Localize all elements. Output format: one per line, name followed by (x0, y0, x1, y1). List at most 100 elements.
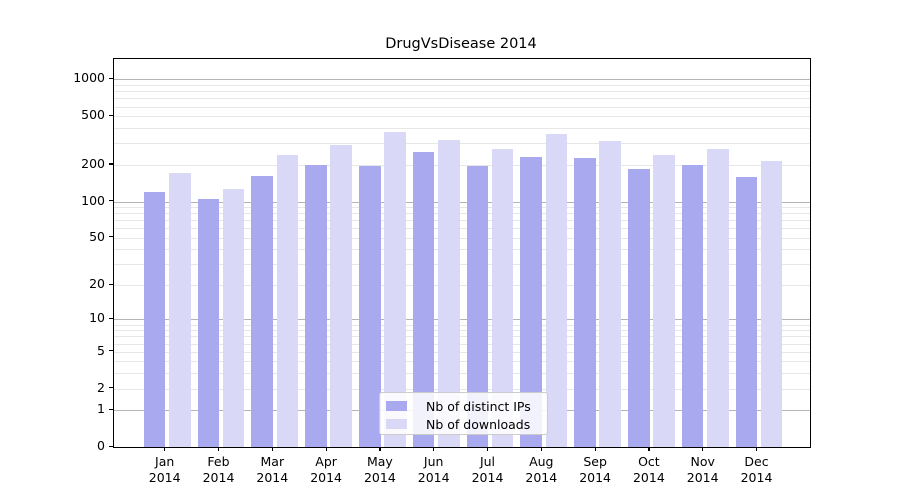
x-tick-mark-apr (325, 447, 327, 451)
major-gridline-10 (114, 319, 810, 321)
y-tick-label-5: 5 (97, 342, 105, 358)
bar-dec-distinct-ips (735, 176, 758, 447)
bar-mar-distinct-ips (251, 175, 273, 447)
minor-gridline-600 (114, 106, 810, 108)
minor-gridline-20 (114, 285, 810, 286)
x-tick-mark-jul (487, 447, 489, 451)
minor-gridline-5 (114, 351, 810, 353)
minor-gridline-9 (114, 324, 810, 326)
minor-gridline-8 (114, 330, 810, 332)
x-tick-mark-aug (540, 447, 542, 451)
minor-gridline-40 (114, 249, 810, 251)
minor-gridline-400 (114, 128, 810, 130)
bar-jul-downloads (491, 149, 514, 447)
minor-gridline-4 (114, 361, 810, 363)
y-tick-label-1000: 1000 (73, 70, 105, 86)
minor-gridline-900 (114, 85, 810, 86)
bar-jun-distinct-ips (412, 151, 435, 447)
minor-gridline-3 (114, 373, 810, 375)
minor-gridline-2 (114, 388, 810, 390)
chart-title: DrugVsDisease 2014 (385, 36, 537, 52)
legend-row-distinct-ips: Nb of distinct IPs (380, 398, 547, 414)
x-tick-mark-nov (702, 447, 704, 451)
bar-nov-downloads (707, 149, 729, 447)
y-tick-mark-100 (109, 200, 113, 202)
bars-layer (114, 59, 810, 447)
y-tick-label-500: 500 (81, 107, 105, 123)
minor-gridline-200 (114, 164, 810, 166)
bar-apr-distinct-ips (305, 164, 327, 447)
x-tick-mark-oct (648, 447, 650, 451)
bar-aug-downloads (545, 133, 568, 447)
x-tick-label-oct: Oct 2014 (632, 454, 665, 485)
minor-gridline-300 (114, 143, 810, 145)
minor-gridline-80 (114, 213, 810, 215)
y-tick-label-0: 0 (97, 438, 105, 453)
y-tick-label-1: 1 (97, 401, 105, 417)
y-tick-label-100: 100 (81, 192, 105, 208)
y-tick-label-200: 200 (81, 155, 105, 171)
minor-gridline-7 (114, 336, 810, 338)
minor-gridline-50 (114, 237, 810, 239)
x-tick-mark-jan (164, 447, 166, 451)
minor-gridline-60 (114, 228, 810, 230)
bar-feb-downloads (222, 188, 245, 447)
legend-swatch-downloads (386, 418, 407, 430)
x-tick-label-jun: Jun 2014 (417, 454, 450, 485)
bar-jul-distinct-ips (466, 165, 489, 447)
minor-gridline-70 (114, 220, 810, 222)
y-tick-mark-50 (109, 236, 113, 238)
legend-row-downloads: Nb of downloads (380, 416, 547, 432)
plot-area (113, 58, 811, 448)
bar-aug-distinct-ips (520, 156, 542, 447)
bar-sep-downloads (599, 141, 622, 447)
x-tick-label-jul: Jul 2014 (471, 454, 504, 485)
y-tick-mark-10 (109, 317, 113, 320)
x-tick-mark-dec (756, 447, 758, 451)
major-gridline-100 (114, 201, 810, 203)
bar-dec-downloads (760, 161, 783, 447)
bar-jan-downloads (169, 172, 191, 447)
minor-gridline-90 (114, 207, 810, 208)
y-tick-label-10: 10 (89, 310, 105, 326)
bar-oct-downloads (653, 155, 675, 447)
major-gridline-1000 (114, 79, 810, 81)
y-tick-mark-500 (109, 114, 113, 116)
bar-may-distinct-ips (358, 166, 381, 447)
bar-oct-distinct-ips (627, 169, 650, 447)
y-tick-mark-0 (109, 445, 113, 447)
y-tick-mark-2 (109, 387, 113, 389)
y-tick-mark-20 (109, 283, 113, 285)
bar-apr-downloads (330, 144, 353, 447)
gridlines-layer (114, 59, 810, 447)
x-tick-mark-jun (433, 447, 435, 451)
x-tick-label-sep: Sep 2014 (579, 454, 611, 485)
x-tick-label-jan: Jan 2014 (148, 454, 181, 485)
x-tick-mark-mar (271, 447, 273, 451)
x-tick-label-aug: Aug 2014 (525, 454, 558, 485)
bar-jan-distinct-ips (143, 192, 166, 447)
y-tick-mark-1 (109, 408, 113, 410)
minor-gridline-30 (114, 264, 810, 266)
y-tick-label-50: 50 (89, 228, 105, 244)
bar-feb-distinct-ips (197, 199, 220, 447)
minor-gridline-500 (114, 116, 810, 118)
y-tick-mark-5 (109, 350, 113, 352)
legend-label-downloads: Nb of downloads (426, 416, 531, 432)
x-tick-mark-may (379, 447, 381, 451)
bar-may-downloads (384, 132, 406, 447)
x-tick-mark-sep (594, 447, 596, 451)
legend: Nb of distinct IPs Nb of downloads (379, 392, 548, 435)
minor-gridline-6 (114, 343, 810, 345)
y-tick-mark-1000 (109, 77, 113, 80)
x-tick-label-mar: Mar 2014 (256, 454, 289, 485)
x-tick-mark-feb (218, 447, 220, 451)
bar-mar-downloads (276, 154, 299, 447)
legend-label-distinct-ips: Nb of distinct IPs (426, 398, 531, 414)
legend-swatch-distinct-ips (386, 400, 407, 412)
minor-gridline-700 (114, 98, 810, 100)
y-tick-label-2: 2 (97, 379, 105, 395)
x-tick-label-feb: Feb 2014 (202, 454, 235, 485)
